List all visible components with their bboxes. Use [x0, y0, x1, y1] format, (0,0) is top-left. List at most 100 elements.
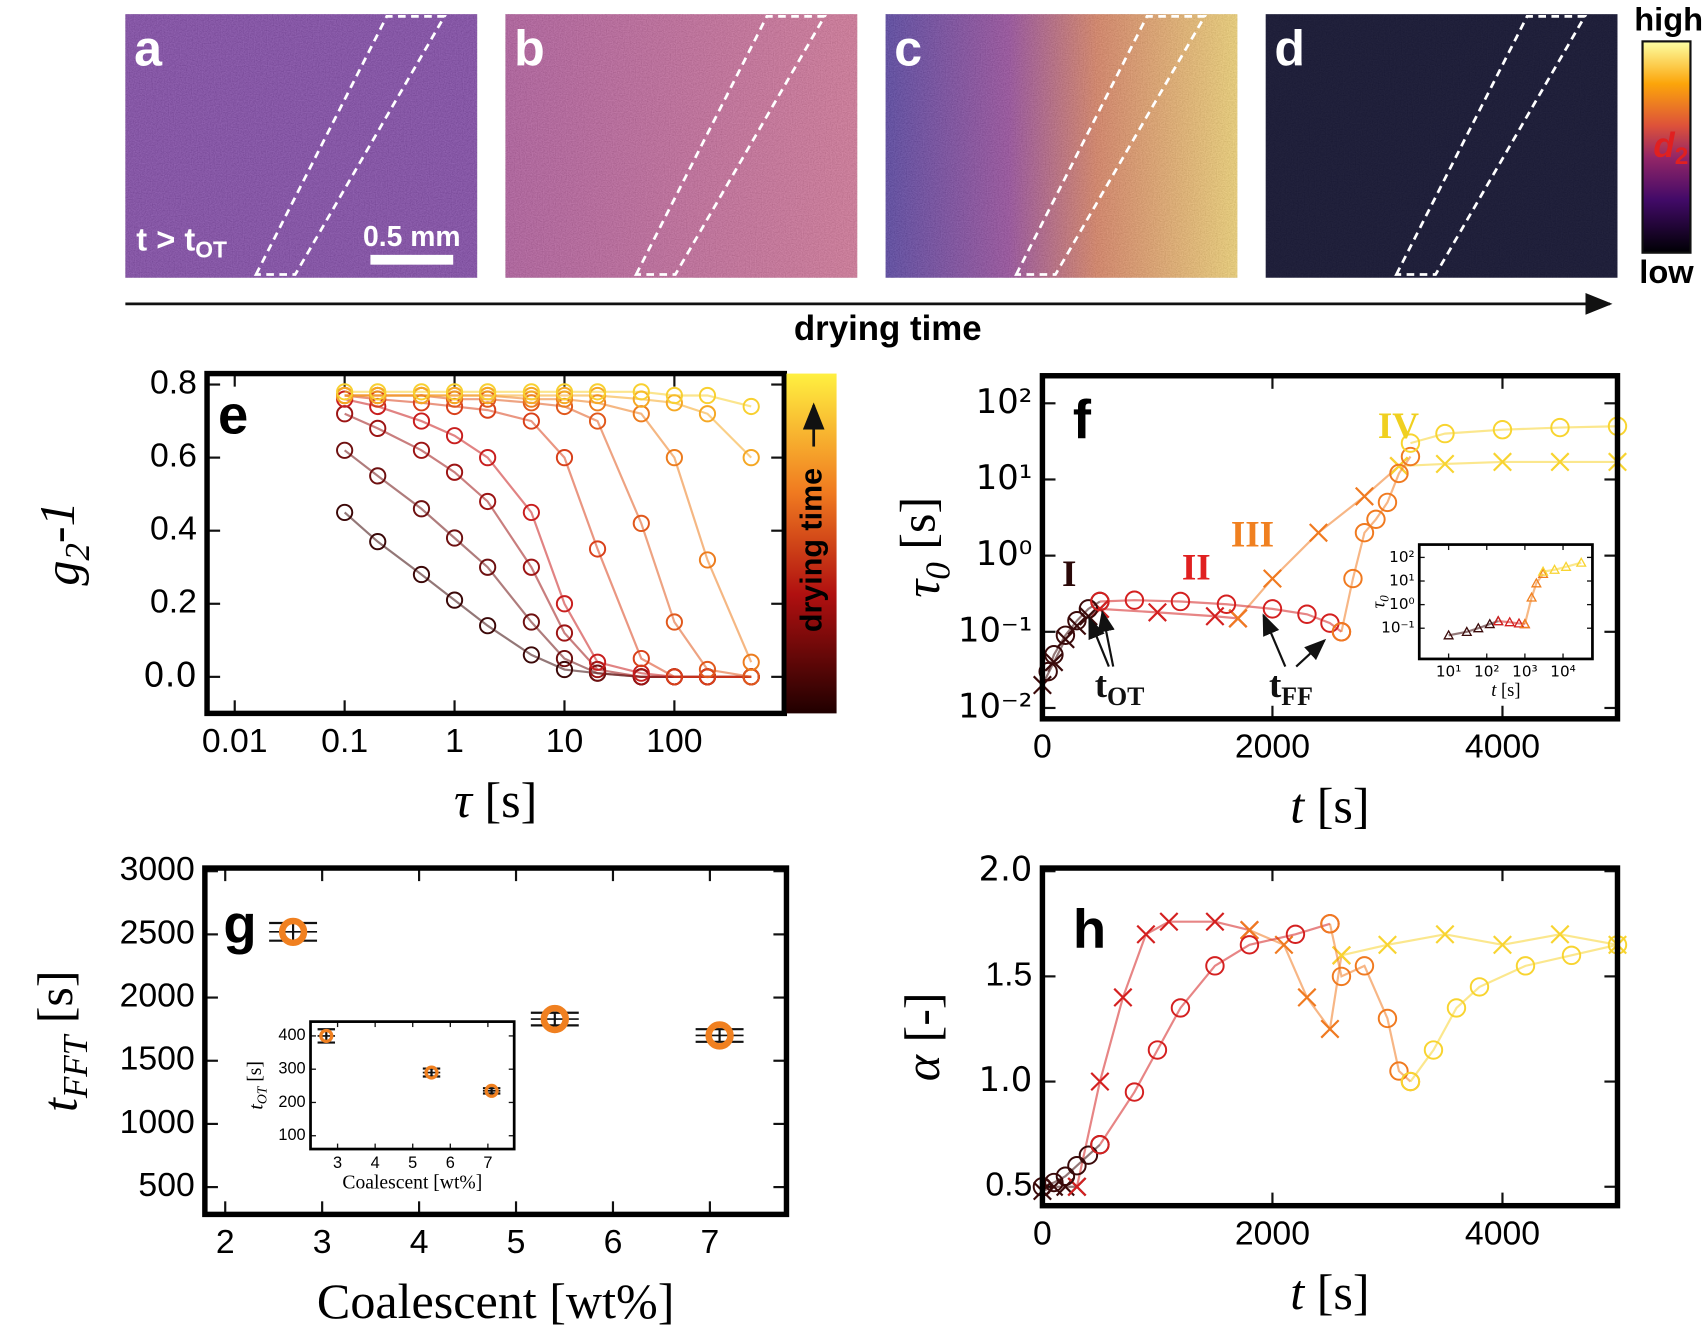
- circle-marker: [555, 383, 574, 401]
- circle-marker: [698, 405, 717, 423]
- circle-marker: [1170, 998, 1191, 1018]
- y-tick-label: 200: [278, 1093, 305, 1111]
- circle-marker: [445, 529, 464, 547]
- y-tick-label: 10²: [976, 382, 1032, 421]
- cross-stroke: [1389, 456, 1409, 476]
- marker-body: [319, 1028, 334, 1044]
- circle-marker: [1343, 568, 1363, 589]
- label-part: t: [1095, 665, 1108, 706]
- y-tick-label: 1000: [120, 1103, 195, 1141]
- y-tick-label: 10²: [1389, 548, 1415, 566]
- circle-marker: [698, 386, 717, 405]
- cross-stroke: [1320, 1019, 1340, 1039]
- circle-marker: [1423, 1040, 1444, 1060]
- circle-marker: [1331, 966, 1352, 987]
- colorbar-symbol: d2: [1653, 126, 1688, 170]
- cross-marker: [1136, 924, 1156, 944]
- error-bar: [530, 1011, 579, 1027]
- x-tick-label: 6: [446, 1154, 455, 1172]
- panel-letter: e: [218, 384, 248, 445]
- circle-marker: [632, 649, 650, 668]
- circle-marker: [698, 660, 717, 679]
- image-noise: [505, 14, 858, 278]
- circle-marker: [412, 383, 431, 401]
- y-tick-label: 400: [278, 1026, 305, 1044]
- label-part: IV: [1378, 406, 1419, 447]
- label-part: t: [1290, 777, 1305, 833]
- cross-stroke: [1331, 945, 1351, 965]
- circle-marker: [522, 503, 540, 522]
- circle-marker: [555, 649, 574, 668]
- cross-stroke: [1550, 924, 1570, 944]
- cross-stroke: [1147, 602, 1167, 622]
- plot-frame: [202, 865, 790, 1218]
- circle-marker: [1400, 433, 1421, 453]
- panel-label: b: [514, 20, 545, 76]
- y-tick-label: 10⁻¹: [1381, 619, 1415, 637]
- cross-marker: [1435, 454, 1455, 474]
- y-tick-label: 1.5: [985, 955, 1032, 993]
- plot-frame: [309, 1020, 516, 1151]
- circle-marker: [1170, 591, 1191, 612]
- drying-colorbar: [786, 373, 837, 714]
- cross-stroke: [1550, 452, 1570, 472]
- circle-marker: [1055, 625, 1076, 645]
- triangle-marker: [1519, 618, 1531, 629]
- cross-marker: [1492, 452, 1512, 472]
- circle-marker: [479, 449, 497, 467]
- circle-marker: [1515, 956, 1536, 976]
- y-tick-label: 10⁰: [1389, 595, 1415, 613]
- marker-body: [484, 1083, 499, 1098]
- circle-marker: [698, 551, 717, 569]
- marker-body: [424, 1065, 439, 1080]
- x-tick-label: 10²: [1474, 662, 1500, 680]
- circle-marker: [1078, 1145, 1099, 1165]
- inset: 3 4 5 6 7 100 200 300 400 Coalescent [wt%] tOT [s]: [245, 1020, 516, 1193]
- circle-marker: [1205, 956, 1225, 976]
- cross-stroke: [1067, 616, 1087, 636]
- cross-marker: [1492, 935, 1512, 955]
- cross-stroke: [1435, 924, 1455, 944]
- circle-marker: [1469, 977, 1490, 997]
- label-part: 0: [1376, 595, 1391, 602]
- y-tick-label: 2.0: [979, 850, 1033, 889]
- label-part: τ: [454, 772, 474, 828]
- cross-stroke: [1308, 523, 1328, 543]
- circle-marker: [1044, 1172, 1064, 1193]
- cross-marker: [1067, 1177, 1087, 1197]
- series-line: [1542, 561, 1582, 573]
- cross-stroke: [1274, 935, 1294, 955]
- y-tick-label: 2500: [120, 913, 195, 951]
- triangle-marker: [1575, 556, 1587, 567]
- circle-marker: [1067, 610, 1087, 631]
- scale-bar: [370, 254, 454, 265]
- cross-marker: [1320, 1019, 1340, 1039]
- circle-marker: [336, 441, 354, 459]
- circle-marker: [742, 397, 760, 416]
- label-part: τ: [894, 578, 950, 598]
- y-axis-label: τ0: [1369, 595, 1391, 609]
- cross-marker: [1435, 924, 1455, 944]
- panel-e: 0.01 0.1 1 10 100 0.0 0.2 0.4 0.6 0.8 τ [s] g2-1 e dr…: [29, 363, 837, 828]
- colorbar-label: drying time: [795, 468, 829, 632]
- cross-marker: [1550, 924, 1570, 944]
- x-tick-label: 7: [483, 1154, 492, 1172]
- circle-marker: [665, 449, 683, 467]
- plot-background: [1419, 544, 1593, 659]
- y-tick-label: 300: [278, 1060, 305, 1078]
- triangle-marker: [1461, 626, 1473, 637]
- panel-g: 2 3 4 5 6 7 500 1000 1500 2000 2500 3000 Coalescent …: [27, 850, 790, 1329]
- circle-marker: [522, 558, 540, 576]
- label-part: [s]: [245, 1061, 266, 1087]
- circle-marker: [1446, 998, 1467, 1018]
- x-tick-label: 0.1: [321, 722, 368, 760]
- circle-marker: [445, 463, 464, 481]
- cross-stroke: [1239, 920, 1259, 940]
- circle-marker: [1389, 1061, 1409, 1081]
- y-tick-label: 0.4: [150, 510, 197, 548]
- x-tick-label: 4000: [1465, 728, 1540, 766]
- annotation: III: [1231, 515, 1274, 556]
- circle-marker: [1400, 446, 1421, 467]
- series-line: [1409, 943, 1618, 1083]
- series-line: [1099, 599, 1343, 633]
